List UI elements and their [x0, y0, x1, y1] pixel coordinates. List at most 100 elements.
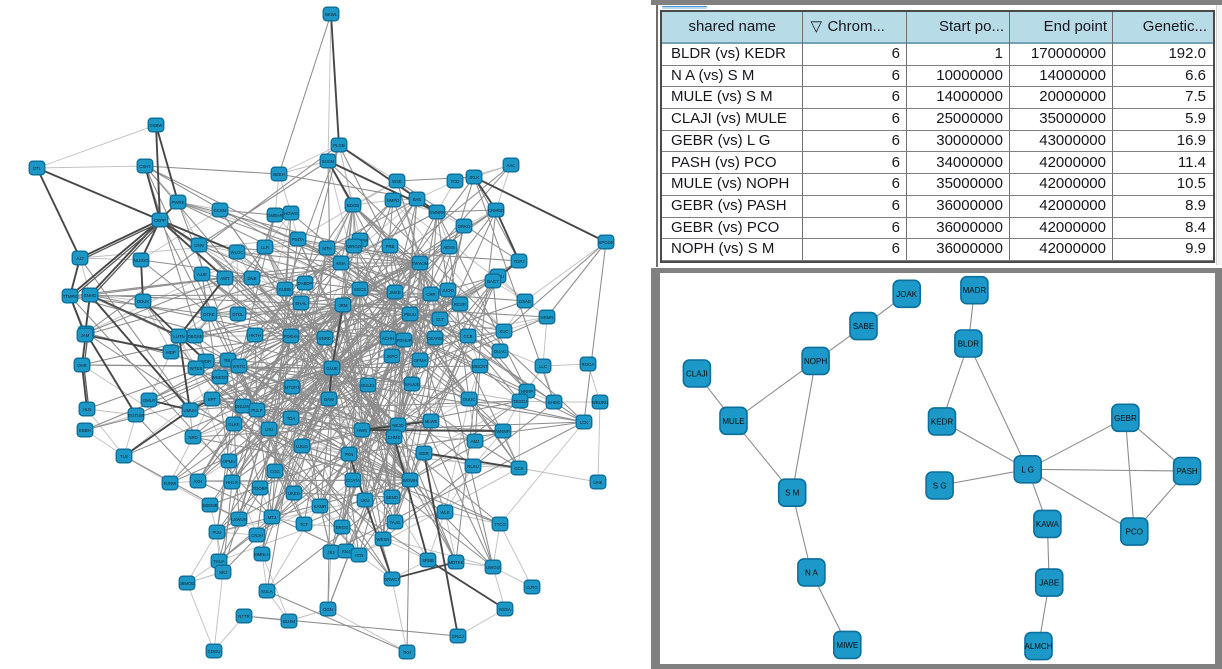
svg-text:TCD: TCD [451, 179, 460, 184]
svg-text:CLAJI: CLAJI [686, 370, 708, 379]
svg-text:HTN: HTN [355, 553, 364, 558]
svg-text:MTJ: MTJ [268, 515, 276, 520]
svg-text:HLN: HLN [83, 407, 92, 412]
svg-text:JRM: JRM [339, 303, 348, 308]
svg-text:RJNW: RJNW [164, 481, 177, 486]
svg-text:JSJ: JSJ [327, 550, 334, 555]
svg-text:GEBR: GEBR [1114, 414, 1137, 423]
svg-text:SABE: SABE [853, 322, 874, 331]
svg-text:ERGG: ERGG [336, 525, 349, 530]
svg-text:ODUK: ODUK [137, 299, 150, 304]
svg-text:OJTO: OJTO [526, 585, 538, 590]
svg-text:CEPP: CEPP [154, 218, 166, 223]
svg-text:ACHH: ACHH [382, 336, 394, 341]
svg-text:UHN: UHN [194, 243, 203, 248]
svg-text:DSAD: DSAD [519, 299, 531, 304]
svg-text:OUUC: OUUC [463, 397, 476, 402]
svg-text:OMLR: OMLR [143, 398, 155, 403]
svg-text:WDR: WDR [201, 359, 211, 364]
svg-text:AWT: AWT [220, 276, 230, 281]
svg-text:WBURU: WBURU [592, 400, 608, 405]
svg-text:SNHG: SNHG [84, 293, 97, 298]
svg-text:L G: L G [1021, 465, 1034, 474]
svg-text:DTDL: DTDL [232, 312, 244, 317]
svg-text:JUOO: JUOO [442, 288, 455, 293]
svg-text:TBU: TBU [224, 358, 233, 363]
svg-text:OPMU: OPMU [223, 459, 236, 464]
svg-text:N A: N A [805, 568, 819, 577]
svg-text:BLHM: BLHM [283, 619, 295, 624]
svg-text:JOAK: JOAK [896, 290, 918, 299]
svg-text:CNJH: CNJH [251, 533, 262, 538]
svg-text:TDOBP: TDOBP [253, 486, 268, 491]
svg-text:PDKHH: PDKHH [283, 334, 298, 339]
svg-text:KMA: KMA [336, 261, 345, 266]
svg-text:KNJ: KNJ [342, 549, 350, 554]
svg-text:HNHP: HNHP [521, 389, 533, 394]
svg-text:AJJ: AJJ [76, 256, 83, 261]
svg-text:BAW: BAW [324, 397, 335, 402]
svg-text:UHK: UHK [593, 480, 602, 485]
svg-text:ALMCH: ALMCH [1024, 642, 1052, 651]
svg-text:SENO: SENO [386, 495, 399, 500]
svg-text:DBGSE: DBGSE [187, 334, 202, 339]
svg-text:GGN: GGN [323, 607, 333, 612]
svg-text:BAGT: BAGT [487, 279, 499, 284]
svg-text:DTKE: DTKE [203, 312, 215, 317]
svg-text:AMJ: AMJ [471, 439, 480, 444]
svg-text:SGCS: SGCS [354, 287, 366, 292]
svg-text:LHU: LHU [265, 427, 274, 432]
svg-text:CEARM: CEARM [427, 336, 443, 341]
svg-text:WBCNT: WBCNT [472, 364, 488, 369]
svg-text:HHLR: HHLR [226, 480, 238, 485]
svg-text:WESN: WESN [377, 537, 390, 542]
svg-text:EPT: EPT [208, 397, 217, 402]
svg-text:TAJG: TAJG [390, 520, 401, 525]
svg-text:UWGO: UWGO [486, 565, 501, 570]
svg-text:GMNRK: GMNRK [429, 210, 445, 215]
svg-text:HWS: HWS [357, 428, 367, 433]
svg-text:UKU: UKU [360, 498, 369, 503]
svg-text:MIWE: MIWE [836, 641, 858, 650]
svg-text:TSUA: TSUA [213, 559, 225, 564]
svg-text:AKH: AKH [194, 479, 203, 484]
svg-text:NKWL: NKWL [325, 12, 338, 17]
svg-text:DSBW: DSBW [150, 123, 164, 128]
svg-text:MTOPJ: MTOPJ [285, 385, 299, 390]
svg-text:PDHUP: PDHUP [396, 338, 411, 343]
svg-text:BLDR: BLDR [958, 340, 980, 349]
svg-text:EHAL: EHAL [295, 301, 307, 306]
svg-text:WLE: WLE [440, 510, 449, 515]
svg-text:MADR: MADR [963, 286, 987, 295]
svg-text:LLC: LLC [539, 364, 547, 369]
svg-text:NAUUE: NAUUE [404, 382, 419, 387]
svg-text:PCO: PCO [1126, 528, 1143, 537]
svg-text:PLGB: PLGB [333, 143, 345, 148]
svg-text:LUTN: LUTN [173, 334, 184, 339]
svg-text:JAM: JAM [81, 333, 90, 338]
svg-text:SRBB: SRBB [422, 558, 434, 563]
svg-text:TLB: TLB [120, 454, 128, 459]
svg-text:UKEG: UKEG [288, 491, 301, 496]
svg-text:ROOA: ROOA [582, 362, 595, 367]
svg-text:BEEH: BEEH [273, 172, 285, 177]
svg-text:NSSA: NSSA [499, 607, 511, 612]
svg-text:JBMOD: JBMOD [179, 581, 194, 586]
svg-text:TTMPE: TTMPE [63, 294, 78, 299]
svg-text:LSWUN: LSWUN [231, 517, 247, 522]
svg-text:TCT: TCT [300, 522, 309, 527]
svg-text:S G: S G [933, 482, 947, 491]
svg-text:TKH: TKH [403, 650, 412, 655]
svg-text:AJJE: AJJE [197, 272, 207, 277]
svg-text:EGTUM: EGTUM [128, 413, 144, 418]
svg-text:CCB: CCB [463, 334, 472, 339]
svg-text:JRLK: JRLK [469, 175, 480, 180]
svg-text:NLEDO: NLEDO [134, 258, 149, 263]
svg-text:LLR: LLR [261, 245, 269, 250]
svg-text:MSR: MSR [419, 451, 429, 456]
svg-text:NRD: NRD [188, 435, 197, 440]
svg-text:CDGU: CDGU [208, 649, 221, 654]
svg-text:GCSM: GCSM [214, 208, 227, 213]
svg-text:AAC: AAC [507, 163, 516, 168]
svg-text:S M: S M [785, 489, 800, 498]
